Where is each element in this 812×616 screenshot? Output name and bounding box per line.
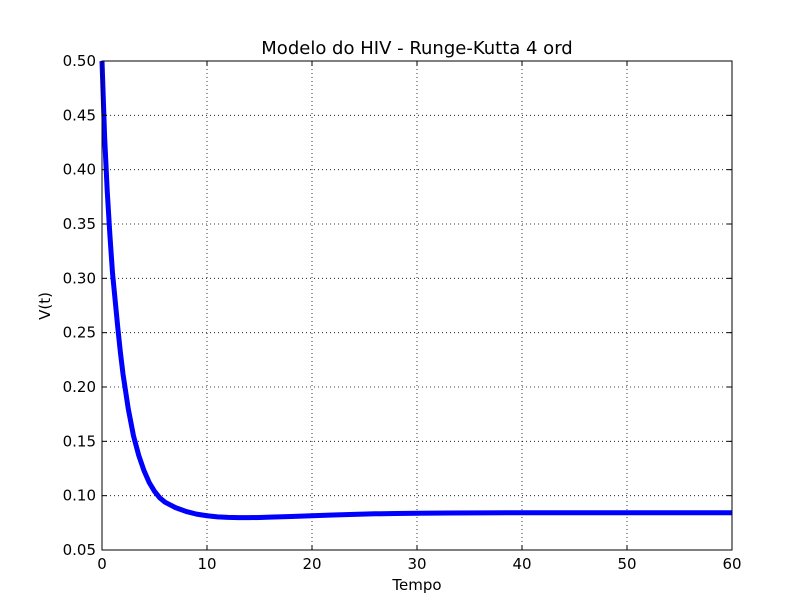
y-tick-label: 0.45 bbox=[63, 106, 96, 124]
y-axis-label: V(t) bbox=[36, 292, 54, 320]
x-tick-label: 60 bbox=[722, 555, 741, 573]
x-tick-label: 20 bbox=[302, 555, 321, 573]
x-axis-label: Tempo bbox=[391, 576, 441, 594]
y-tick-label: 0.40 bbox=[63, 161, 96, 179]
x-tick-label: 40 bbox=[512, 555, 531, 573]
y-tick-label: 0.15 bbox=[63, 432, 96, 450]
x-tick-label: 50 bbox=[617, 555, 636, 573]
x-tick-label: 10 bbox=[197, 555, 216, 573]
x-tick-label: 30 bbox=[407, 555, 426, 573]
y-axis-ticks: 0.05 0.10 0.15 0.20 0.25 0.30 0.35 0.40 0.45 0.50 bbox=[63, 52, 732, 559]
y-tick-label: 0.50 bbox=[63, 52, 96, 70]
grid-lines bbox=[102, 61, 732, 550]
y-tick-label: 0.35 bbox=[63, 215, 96, 233]
plot-area bbox=[99, 60, 732, 521]
y-tick-label: 0.25 bbox=[63, 324, 96, 342]
x-axis-ticks: 0 10 20 30 40 50 60 bbox=[97, 61, 742, 573]
y-tick-label: 0.30 bbox=[63, 269, 96, 287]
series-line-v bbox=[99, 60, 732, 521]
y-tick-label: 0.10 bbox=[63, 487, 96, 505]
y-tick-label: 0.20 bbox=[63, 378, 96, 396]
chart-title: Modelo do HIV - Runge-Kutta 4 ord bbox=[261, 38, 572, 59]
y-tick-label: 0.05 bbox=[63, 541, 96, 559]
x-tick-label: 0 bbox=[97, 555, 107, 573]
